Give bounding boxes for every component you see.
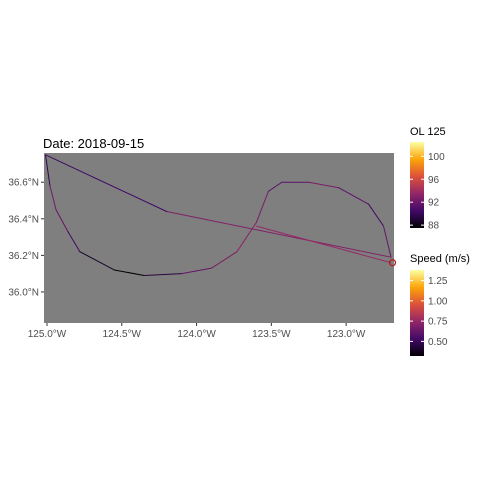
legend-speed: Speed (m/s) 1.25 1.00 0.75 0.50 [410, 253, 470, 356]
y-tick-label: 36.4°N [8, 214, 39, 225]
legend-ol125-tick-label: 96 [428, 175, 440, 186]
x-axis: 125.0°W 124.5°W 124.0°W 123.5°W 123.0°W [28, 323, 366, 340]
track-segment [236, 221, 257, 253]
track-segment [79, 251, 115, 271]
track-segment [211, 251, 238, 269]
x-tick-label: 125.0°W [28, 329, 67, 340]
track-segment [143, 273, 183, 276]
map-title: Date: 2018-09-15 [43, 136, 144, 151]
track-segment [267, 181, 283, 192]
track-segment [383, 225, 392, 258]
track-segment [44, 154, 168, 212]
legend-ol125-tick-label: 92 [428, 198, 440, 209]
y-tick-label: 36.2°N [8, 251, 39, 262]
track-segment [256, 225, 392, 264]
x-tick-label: 124.0°W [177, 329, 216, 340]
y-tick-label: 36.6°N [8, 178, 39, 189]
track-segment [113, 269, 145, 276]
track-segment [308, 181, 340, 189]
track-segment [55, 209, 69, 233]
track-segment [44, 154, 51, 187]
track-segment [181, 267, 213, 275]
endpoint-marker [388, 259, 397, 267]
y-tick-label: 36.0°N [8, 287, 39, 298]
legend-speed-title: Speed (m/s) [410, 253, 470, 265]
legend-speed-colorbar [410, 270, 424, 356]
legend-speed-tick-label: 1.25 [428, 276, 448, 287]
y-axis: 36.0°N 36.2°N 36.4°N 36.6°N [8, 178, 44, 298]
x-tick-label: 124.5°W [103, 329, 142, 340]
legend-ol125-title: OL 125 [410, 126, 446, 138]
legend-ol125-tick-label: 100 [428, 152, 445, 163]
x-tick-label: 123.5°W [252, 329, 291, 340]
legend-ol125-tick-label: 88 [428, 221, 440, 232]
track-segment [255, 190, 269, 223]
track-segment [49, 185, 57, 211]
x-tick-label: 123.0°W [327, 329, 366, 340]
track-layer [44, 154, 397, 276]
track-segment [67, 231, 81, 253]
legend-speed-tick-label: 1.00 [428, 296, 448, 307]
track-segment [338, 187, 370, 205]
legend-speed-tick-label: 0.50 [428, 337, 448, 348]
legend-speed-tick-label: 0.75 [428, 317, 448, 328]
legend-ol125: OL 125 100 96 92 88 [410, 126, 446, 232]
legend-ol125-colorbar [410, 142, 424, 228]
track-segment [166, 210, 392, 258]
track-segment [368, 203, 385, 227]
